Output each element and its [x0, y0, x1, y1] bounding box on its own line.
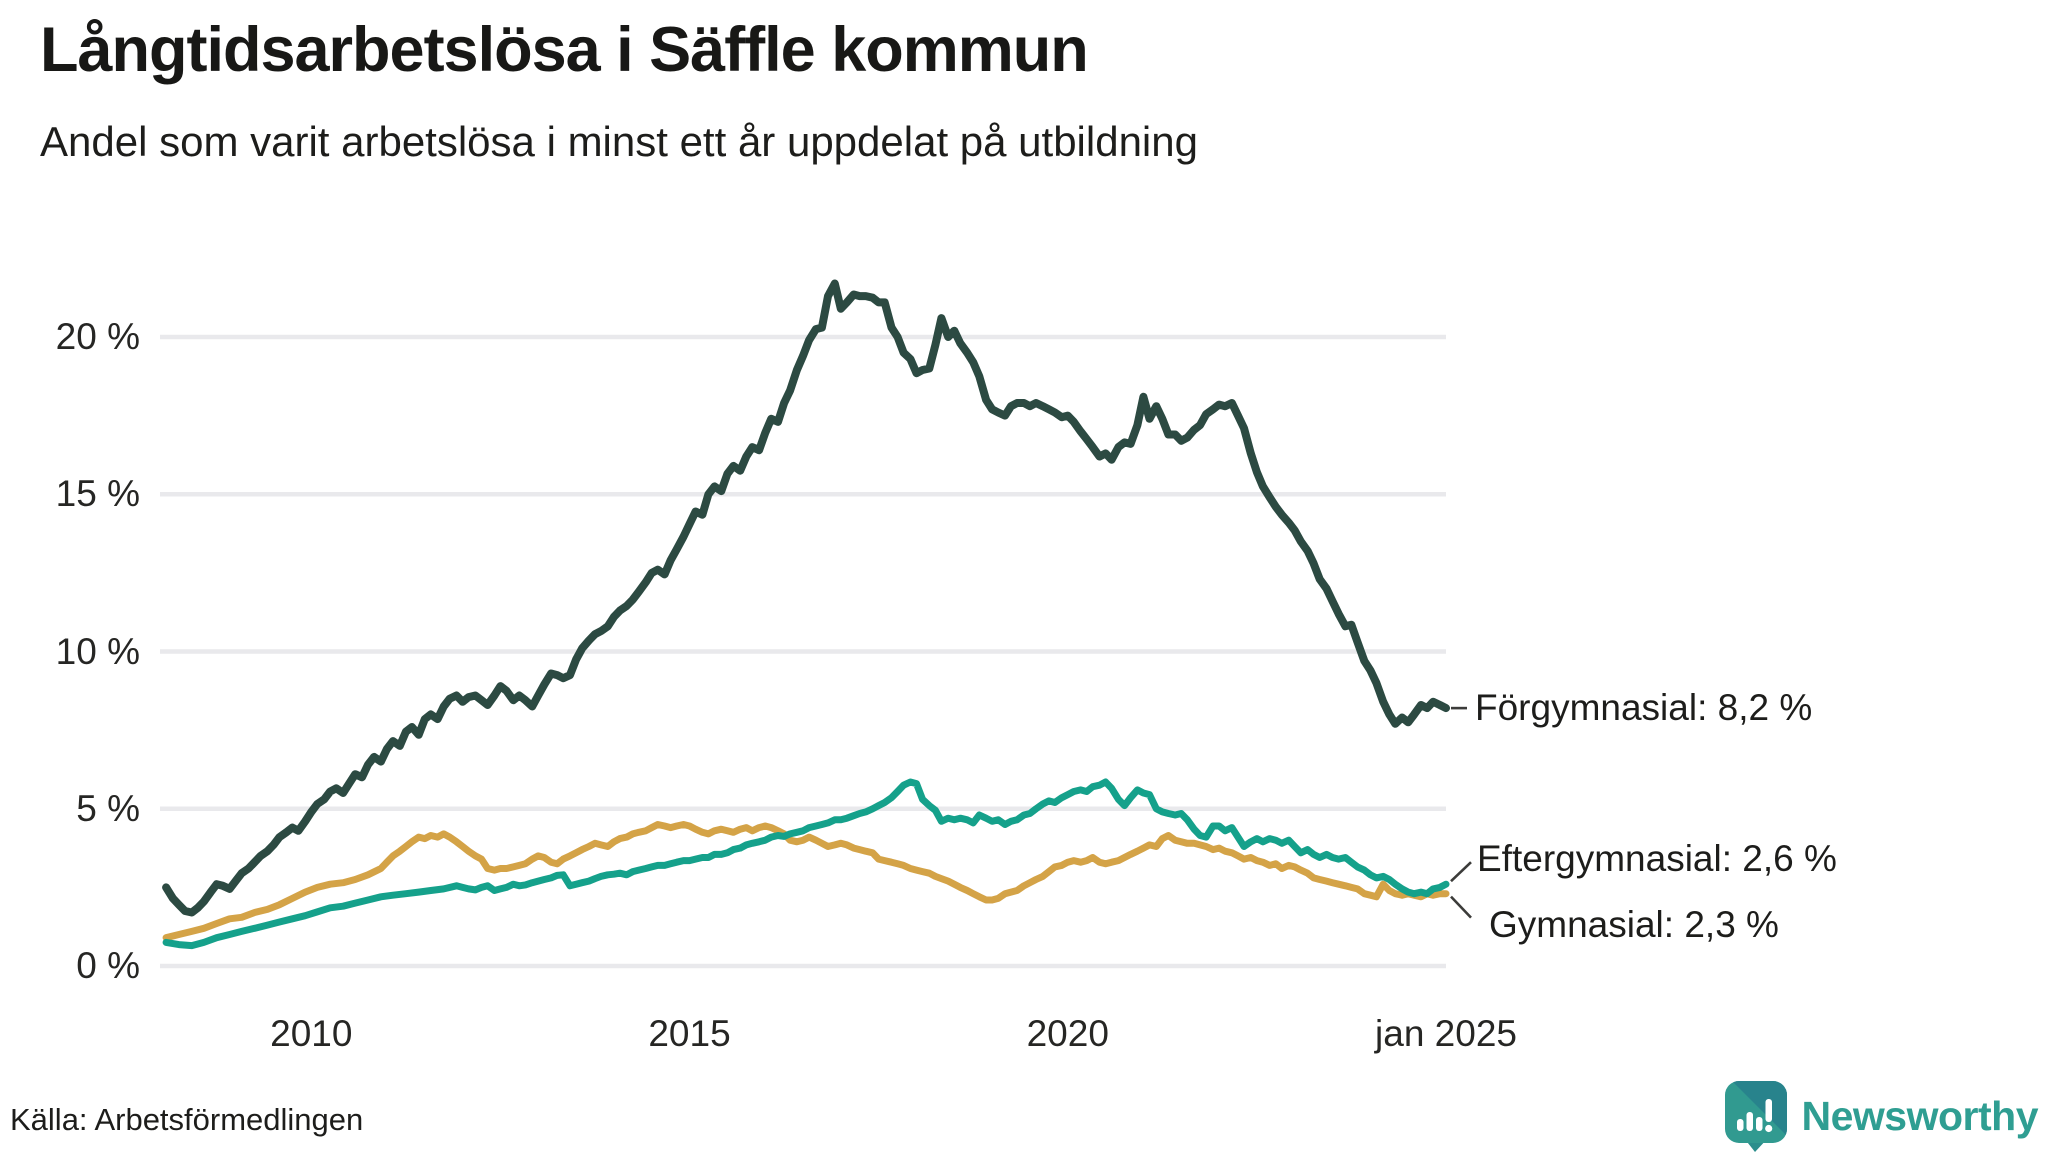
series-line-eftergymnasial — [162, 778, 1450, 950]
series-line-förgymnasial — [162, 279, 1450, 917]
ann-eftergymnasial-connector — [1450, 861, 1472, 883]
page-title: Långtidsarbetslösa i Säffle kommun — [40, 15, 1089, 85]
series-line-gymnasial — [162, 821, 1450, 942]
newsworthy-wordmark: Newsworthy — [1801, 1092, 2039, 1139]
y-axis-tick-label-0: 0 % — [76, 945, 140, 986]
ann-gymnasial-connector — [1450, 895, 1472, 919]
source-note: Källa: Arbetsförmedlingen — [10, 1102, 364, 1137]
annotation-eftergymnasial: Eftergymnasial: 2,6 % — [1477, 838, 1837, 880]
annotation-gymnasial: Gymnasial: 2,3 % — [1489, 903, 1779, 945]
y-axis-tick-label-10: 10 % — [55, 630, 140, 672]
newsworthy-logo: Newsworthy — [1724, 1080, 2039, 1152]
x-axis-tick-label-2015: 2015 — [648, 1013, 731, 1054]
y-axis-tick-label-15: 15 % — [55, 473, 140, 515]
page-subtitle: Andel som varit arbetslösa i minst ett å… — [40, 118, 1198, 165]
annotation-forgymnasial: Förgymnasial: 8,2 % — [1475, 687, 1813, 729]
y-axis-tick-label-20: 20 % — [55, 316, 140, 357]
x-axis-tick-label-jan-2025: jan 2025 — [1375, 1013, 1517, 1054]
x-axis-tick-label-2010: 2010 — [270, 1013, 353, 1054]
y-axis-tick-label-5: 5 % — [76, 787, 140, 829]
x-axis-tick-label-2020: 2020 — [1026, 1013, 1109, 1054]
newsworthy-logo-icon — [1724, 1081, 1787, 1152]
